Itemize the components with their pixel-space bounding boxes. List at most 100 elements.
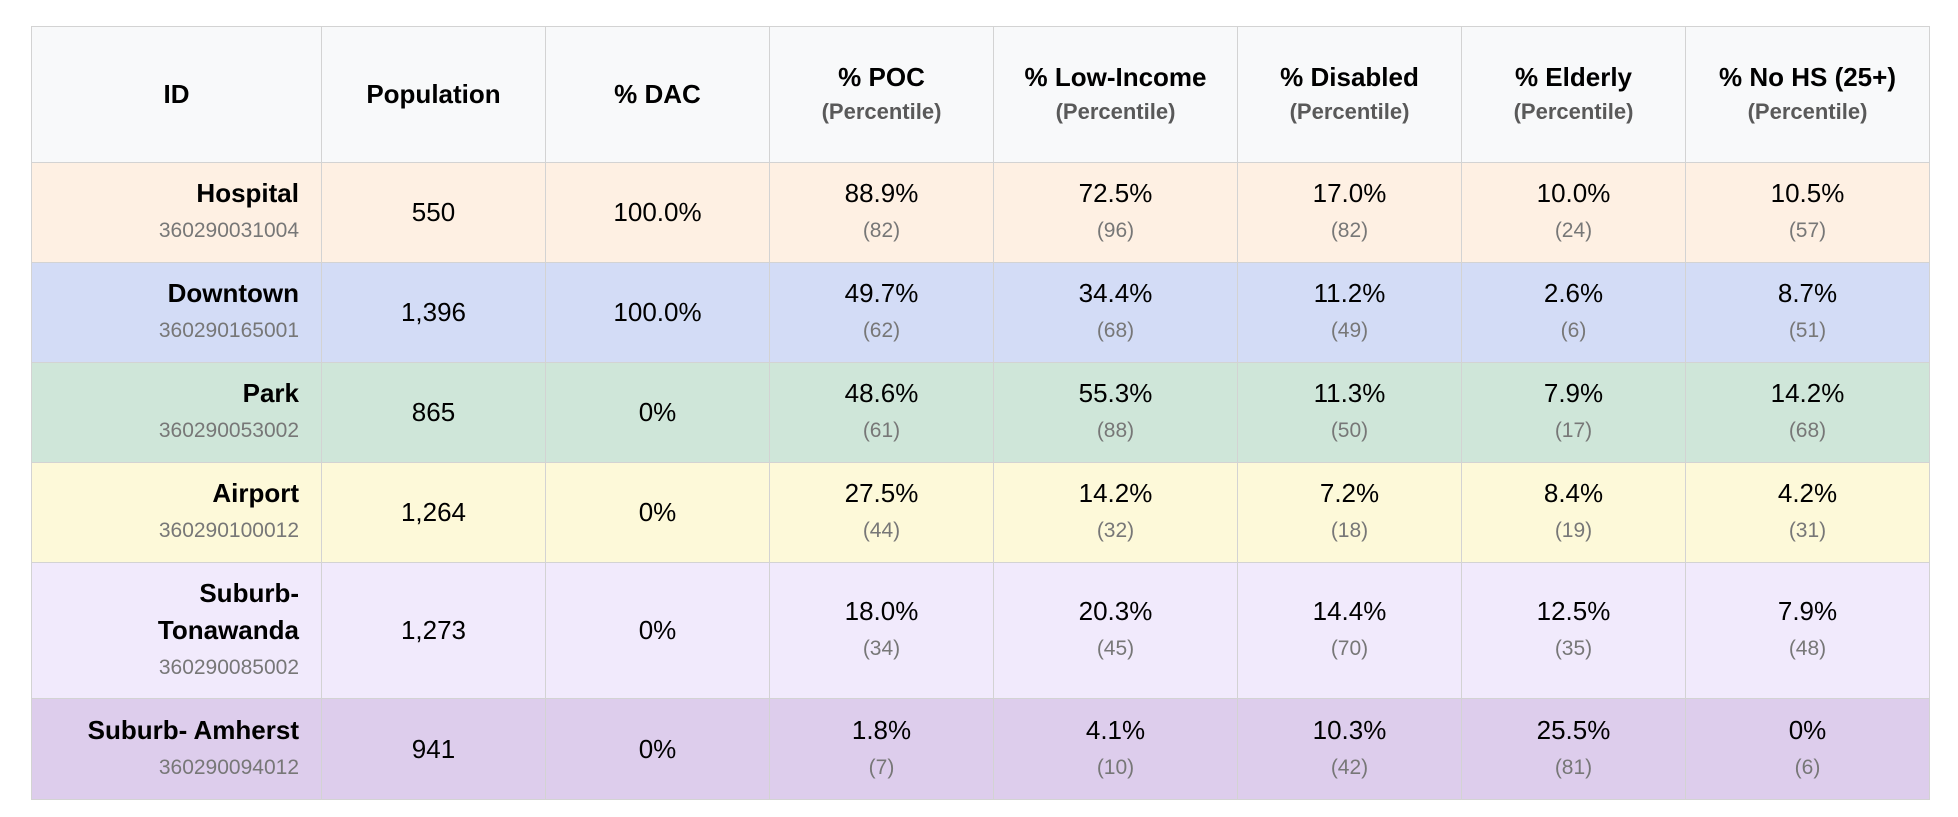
disabled-cell: 14.4% (70) <box>1237 562 1462 699</box>
poc-cell: 1.8% (7) <box>769 698 994 800</box>
poc-cell: 49.7% (62) <box>769 262 994 363</box>
header-poc: % POC (Percentile) <box>769 26 994 163</box>
row-id-cell: Suburb- Amherst 360290094012 <box>31 698 322 800</box>
row-name: Suburb- Tonawanda <box>157 577 299 645</box>
elderly-percentile: (24) <box>1554 219 1593 242</box>
header-low-income: % Low-Income (Percentile) <box>993 26 1238 163</box>
disabled-percentile: (18) <box>1330 519 1369 542</box>
no-hs-cell: 14.2% (68) <box>1685 362 1930 463</box>
no-hs-cell: 4.2% (31) <box>1685 462 1930 563</box>
elderly-cell: 7.9% (17) <box>1461 362 1686 463</box>
header-no-hs-sub: (Percentile) <box>1747 99 1868 124</box>
row-geoid: 360290053002 <box>158 419 299 442</box>
dac-value: 100.0% <box>613 197 702 227</box>
disabled-percentile: (42) <box>1330 755 1369 779</box>
poc-percentile: (61) <box>862 419 901 442</box>
header-dac-label: % DAC <box>614 79 701 109</box>
poc-cell: 88.9% (82) <box>769 162 994 263</box>
poc-percentile: (34) <box>862 637 901 660</box>
elderly-cell: 8.4% (19) <box>1461 462 1686 563</box>
disabled-cell: 11.3% (50) <box>1237 362 1462 463</box>
row-name: Airport <box>212 478 299 508</box>
no-hs-percentile: (51) <box>1788 319 1827 342</box>
poc-value: 27.5% <box>844 478 919 508</box>
dac-value: 0% <box>638 615 677 645</box>
disabled-value: 10.3% <box>1312 714 1387 745</box>
elderly-percentile: (81) <box>1554 755 1593 779</box>
row-name: Suburb- Amherst <box>87 714 299 745</box>
elderly-value: 25.5% <box>1536 714 1611 745</box>
no-hs-percentile: (48) <box>1788 637 1827 660</box>
population-cell: 550 <box>321 162 546 263</box>
header-disabled: % Disabled (Percentile) <box>1237 26 1462 163</box>
low-income-percentile: (96) <box>1096 219 1135 242</box>
disabled-value: 7.2% <box>1319 478 1380 508</box>
dac-value: 0% <box>638 733 677 764</box>
disabled-value: 17.0% <box>1312 178 1387 208</box>
population-cell: 941 <box>321 698 546 800</box>
dac-cell: 100.0% <box>545 162 770 263</box>
header-row: ID Population % DAC % POC (Percentile) %… <box>31 26 1930 163</box>
elderly-percentile: (35) <box>1554 637 1593 660</box>
low-income-percentile: (68) <box>1096 319 1135 342</box>
elderly-percentile: (6) <box>1560 319 1587 342</box>
poc-percentile: (7) <box>868 755 895 779</box>
low-income-percentile: (10) <box>1096 755 1135 779</box>
population-value: 1,396 <box>400 297 467 327</box>
no-hs-cell: 0% (6) <box>1685 698 1930 800</box>
disabled-value: 11.2% <box>1313 278 1386 308</box>
population-value: 1,264 <box>400 497 467 527</box>
row-id-cell: Downtown 360290165001 <box>31 262 322 363</box>
no-hs-cell: 8.7% (51) <box>1685 262 1930 363</box>
poc-value: 18.0% <box>844 596 919 626</box>
poc-value: 49.7% <box>844 278 919 308</box>
poc-cell: 48.6% (61) <box>769 362 994 463</box>
row-geoid: 360290031004 <box>158 219 299 242</box>
table-row: Airport 360290100012 1,264 0% 27.5% (44) … <box>31 462 1930 563</box>
header-elderly-sub: (Percentile) <box>1513 99 1634 124</box>
row-id-cell: Airport 360290100012 <box>31 462 322 563</box>
poc-cell: 27.5% (44) <box>769 462 994 563</box>
row-geoid: 360290085002 <box>158 655 299 679</box>
dac-cell: 0% <box>545 462 770 563</box>
disabled-cell: 7.2% (18) <box>1237 462 1462 563</box>
elderly-value: 2.6% <box>1543 278 1604 308</box>
no-hs-value: 8.7% <box>1777 278 1838 308</box>
table-row: Park 360290053002 865 0% 48.6% (61) 55.3%… <box>31 362 1930 463</box>
demographics-table: ID Population % DAC % POC (Percentile) %… <box>31 26 1930 800</box>
table-row: Hospital 360290031004 550 100.0% 88.9% (8… <box>31 162 1930 263</box>
elderly-cell: 10.0% (24) <box>1461 162 1686 263</box>
no-hs-value: 0% <box>1788 714 1827 745</box>
disabled-value: 14.4% <box>1312 596 1387 626</box>
population-value: 941 <box>411 733 456 764</box>
row-id-cell: Hospital 360290031004 <box>31 162 322 263</box>
population-value: 550 <box>411 197 456 227</box>
low-income-cell: 34.4% (68) <box>993 262 1238 363</box>
table-row: Suburb- Tonawanda 360290085002 1,273 0% … <box>31 562 1930 699</box>
header-disabled-label: % Disabled <box>1280 62 1419 92</box>
table-body: Hospital 360290031004 550 100.0% 88.9% (8… <box>31 162 1930 800</box>
low-income-cell: 20.3% (45) <box>993 562 1238 699</box>
poc-percentile: (62) <box>862 319 901 342</box>
header-id: ID <box>31 26 322 163</box>
no-hs-value: 10.5% <box>1770 178 1845 208</box>
row-name: Park <box>242 378 299 408</box>
header-elderly: % Elderly (Percentile) <box>1461 26 1686 163</box>
low-income-percentile: (88) <box>1096 419 1135 442</box>
dac-cell: 0% <box>545 562 770 699</box>
row-id-cell: Suburb- Tonawanda 360290085002 <box>31 562 322 699</box>
header-elderly-label: % Elderly <box>1514 62 1633 92</box>
elderly-value: 7.9% <box>1543 378 1604 408</box>
disabled-percentile: (70) <box>1330 637 1369 660</box>
dac-value: 0% <box>638 497 677 527</box>
header-id-label: ID <box>163 79 190 109</box>
header-poc-sub: (Percentile) <box>821 99 942 124</box>
elderly-cell: 2.6% (6) <box>1461 262 1686 363</box>
low-income-value: 55.3% <box>1078 378 1153 408</box>
disabled-cell: 10.3% (42) <box>1237 698 1462 800</box>
no-hs-percentile: (6) <box>1794 755 1821 779</box>
header-population: Population <box>321 26 546 163</box>
row-geoid: 360290165001 <box>158 319 299 342</box>
low-income-cell: 55.3% (88) <box>993 362 1238 463</box>
elderly-value: 12.5% <box>1536 596 1611 626</box>
